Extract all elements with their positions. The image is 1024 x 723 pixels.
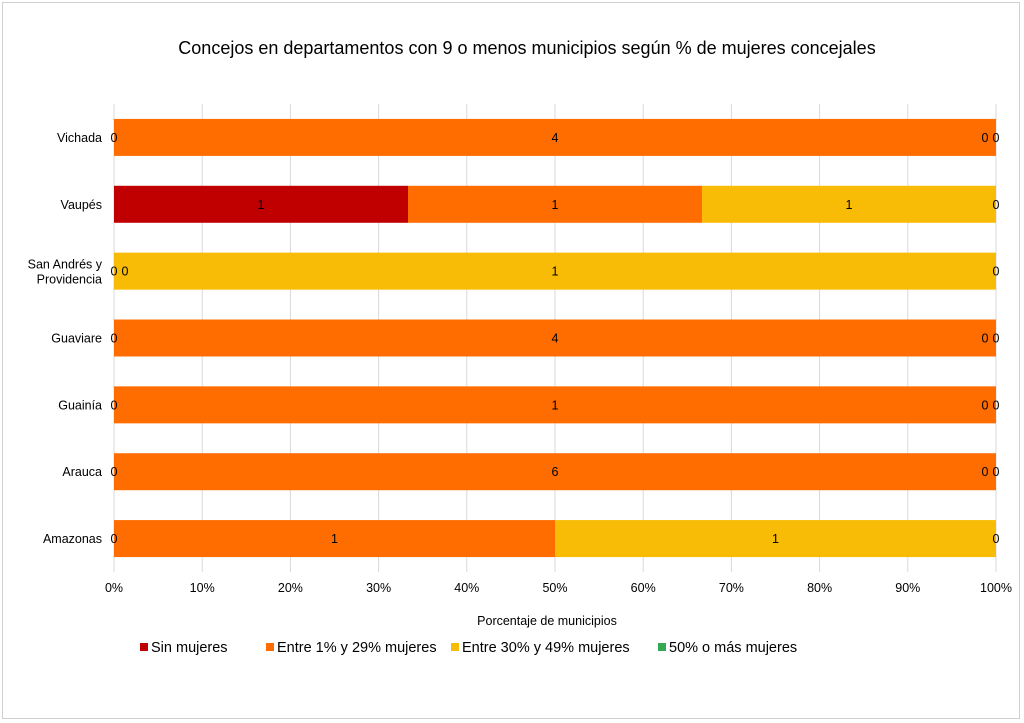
category-label: San Andrés y Providencia <box>28 258 103 287</box>
x-tick-label: 90% <box>895 581 920 595</box>
data-label: 0 <box>993 131 1000 145</box>
x-axis-title: Porcentaje de municipios <box>477 614 617 628</box>
data-label: 4 <box>552 332 559 346</box>
bar-segment <box>114 185 408 223</box>
x-tick-label: 0% <box>105 581 123 595</box>
data-label: 0 <box>982 398 989 412</box>
x-tick-label: 70% <box>719 581 744 595</box>
data-label: 0 <box>993 398 1000 412</box>
bar-segment <box>555 520 996 558</box>
category-label: Vichada <box>57 131 102 145</box>
data-label: 0 <box>111 532 118 546</box>
data-label: 1 <box>772 532 779 546</box>
data-label: 0 <box>111 398 118 412</box>
data-label: 0 <box>993 465 1000 479</box>
data-label: 1 <box>846 198 853 212</box>
bar-segment <box>114 453 996 491</box>
data-label: 0 <box>993 265 1000 279</box>
legend-label: 50% o más mujeres <box>669 640 797 656</box>
data-label: 0 <box>993 332 1000 346</box>
bar-segment <box>702 185 996 223</box>
category-label: Guaviare <box>51 332 102 346</box>
legend-label: Entre 1% y 29% mujeres <box>277 640 437 656</box>
data-label: 0 <box>111 265 118 279</box>
bar-segment <box>408 185 702 223</box>
data-label: 1 <box>258 198 265 212</box>
legend-label: Sin mujeres <box>151 640 228 656</box>
data-label: 1 <box>552 398 559 412</box>
legend-swatch <box>658 643 666 651</box>
x-tick-label: 20% <box>278 581 303 595</box>
data-label: 0 <box>982 131 989 145</box>
category-label: Guainía <box>58 398 102 412</box>
x-tick-label: 40% <box>454 581 479 595</box>
data-label: 1 <box>552 198 559 212</box>
bar-segment <box>114 386 996 424</box>
x-tick-label: 10% <box>190 581 215 595</box>
data-label: 0 <box>111 131 118 145</box>
x-tick-label: 50% <box>542 581 567 595</box>
legend-swatch <box>451 643 459 651</box>
chart-title: Concejos en departamentos con 9 o menos … <box>178 38 875 58</box>
data-label: 1 <box>552 265 559 279</box>
data-label: 0 <box>993 198 1000 212</box>
bar-segment <box>114 520 555 558</box>
data-label: 0 <box>122 265 129 279</box>
legend-swatch <box>266 643 274 651</box>
x-tick-label: 60% <box>631 581 656 595</box>
x-tick-label: 30% <box>366 581 391 595</box>
data-label: 0 <box>982 332 989 346</box>
data-label: 0 <box>993 532 1000 546</box>
data-label: 6 <box>552 465 559 479</box>
bar-segment <box>114 252 996 290</box>
category-label: Amazonas <box>43 532 102 546</box>
data-label: 0 <box>111 332 118 346</box>
data-label: 1 <box>331 532 338 546</box>
category-label: Arauca <box>62 465 102 479</box>
category-label: Vaupés <box>61 198 102 212</box>
data-label: 4 <box>552 131 559 145</box>
legend-swatch <box>140 643 148 651</box>
legend-label: Entre 30% y 49% mujeres <box>462 640 630 656</box>
x-tick-label: 100% <box>980 581 1012 595</box>
bar-segment <box>114 118 996 156</box>
bar-segment <box>114 319 996 357</box>
x-tick-label: 80% <box>807 581 832 595</box>
data-label: 0 <box>111 465 118 479</box>
data-label: 0 <box>982 465 989 479</box>
